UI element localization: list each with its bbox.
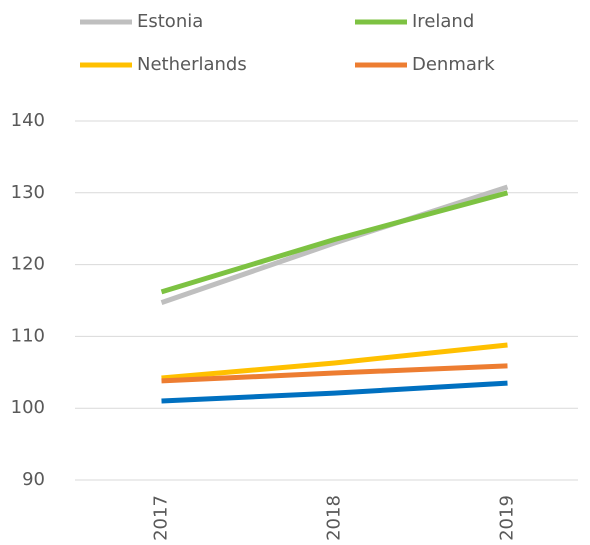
x-tick-label: 2019 xyxy=(497,495,518,541)
legend-label: Denmark xyxy=(412,54,495,75)
series-line xyxy=(161,363,508,384)
legend-label: Ireland xyxy=(412,11,474,32)
legend-label: Estonia xyxy=(137,11,203,32)
series-line xyxy=(161,342,508,381)
y-tick-label: 100 xyxy=(11,397,45,418)
series-line xyxy=(160,184,509,306)
x-tick-label: 2017 xyxy=(151,495,172,541)
y-tick-label: 90 xyxy=(22,469,45,490)
legend-label: Netherlands xyxy=(137,54,247,75)
series-line xyxy=(160,190,509,295)
series-line xyxy=(161,380,508,404)
x-tick-label: 2018 xyxy=(324,495,345,541)
y-tick-label: 120 xyxy=(11,254,45,275)
y-tick-label: 130 xyxy=(11,182,45,203)
y-tick-label: 140 xyxy=(11,110,45,131)
y-tick-label: 110 xyxy=(11,325,45,346)
